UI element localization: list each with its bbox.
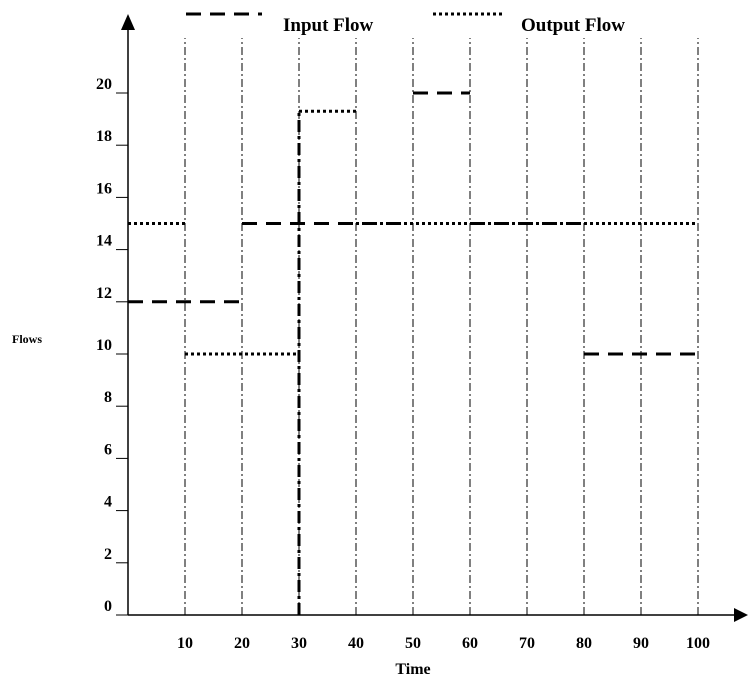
- series-output-flow: [128, 109, 698, 356]
- y-tick-label: 6: [104, 441, 112, 458]
- legend-output-label: Output Flow: [521, 15, 625, 36]
- legend-input-label: Input Flow: [283, 15, 374, 36]
- y-tick-label: 18: [96, 128, 112, 145]
- y-tick-label: 10: [96, 337, 112, 354]
- y-tick-label: 14: [96, 233, 112, 250]
- legend: Input Flow Output Flow: [186, 12, 625, 36]
- x-tick-label: 90: [633, 635, 649, 652]
- x-tick-label: 40: [348, 635, 364, 652]
- x-tick-label: 20: [234, 635, 250, 652]
- y-tick-label: 16: [96, 180, 112, 197]
- x-tick-label: 60: [462, 635, 478, 652]
- y-tick-label: 8: [104, 389, 112, 406]
- y-tick-label: 2: [104, 546, 112, 563]
- x-tick-label: 30: [291, 635, 307, 652]
- x-tick-label: 80: [576, 635, 592, 652]
- y-axis-label: Flows: [12, 332, 42, 346]
- x-tick-label: 70: [519, 635, 535, 652]
- y-tick-label: 20: [96, 76, 112, 93]
- y-tick-label: 12: [96, 285, 112, 302]
- x-axis-label: Time: [395, 661, 430, 678]
- x-tick-label: 100: [686, 635, 710, 652]
- x-tick-label: 50: [405, 635, 421, 652]
- y-tick-label: 4: [104, 494, 112, 511]
- tick-labels: 10 20 30 40 50 60 70 80 90 100 0 2 4 6 8 10 12 14 16 18 20: [96, 76, 710, 652]
- x-tick-label: 10: [177, 635, 193, 652]
- y-tick-label: 0: [104, 598, 112, 615]
- y-axis-arrow-icon: [121, 14, 135, 30]
- x-axis-arrow-icon: [734, 608, 748, 622]
- axes: [121, 14, 748, 622]
- grid-layer: [184, 38, 699, 615]
- series-layer: [128, 91, 698, 615]
